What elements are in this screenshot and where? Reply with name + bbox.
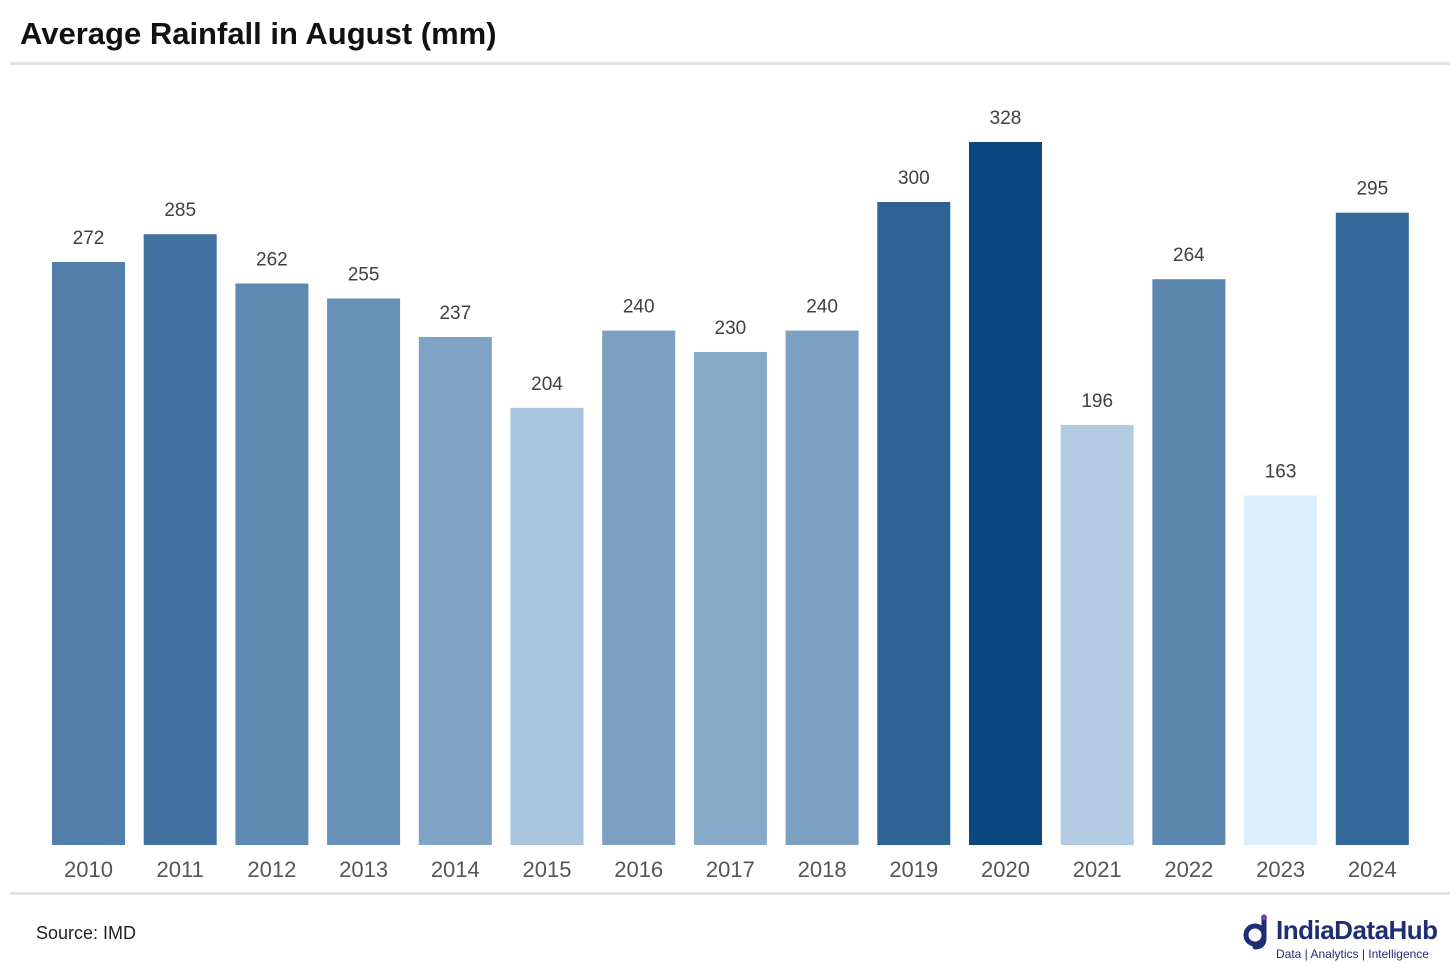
x-tick-label-2013: 2013 <box>339 857 388 882</box>
x-tick-label-2010: 2010 <box>64 857 113 882</box>
data-label-2014: 237 <box>439 303 471 324</box>
x-tick-label-2020: 2020 <box>981 857 1030 882</box>
data-label-2019: 300 <box>898 168 930 189</box>
x-tick-label-2024: 2024 <box>1348 857 1397 882</box>
bar-2020 <box>969 142 1042 845</box>
x-tick-label-2014: 2014 <box>431 857 480 882</box>
bar-2011 <box>143 234 217 845</box>
bar-2012 <box>235 283 309 845</box>
bar-2014 <box>418 337 492 845</box>
data-label-2012: 262 <box>256 250 288 271</box>
source-note: Source: IMD <box>36 923 137 943</box>
x-tick-label-2021: 2021 <box>1073 857 1122 882</box>
bar-2010 <box>52 262 125 845</box>
bar-2021 <box>1060 424 1134 845</box>
data-label-2018: 240 <box>806 297 838 318</box>
data-label-2011: 285 <box>164 200 196 221</box>
x-tick-label-2016: 2016 <box>614 857 663 882</box>
x-tick-label-2018: 2018 <box>798 857 847 882</box>
brand-logo: IndiaDataHub Data | Analytics | Intellig… <box>1242 912 1450 964</box>
data-label-2016: 240 <box>623 297 655 318</box>
logo-tagline: Data | Analytics | Intelligence <box>1276 947 1429 961</box>
top-divider <box>10 62 1450 65</box>
x-tick-label-2022: 2022 <box>1164 857 1213 882</box>
bar-2024 <box>1335 212 1409 845</box>
x-tick-label-2015: 2015 <box>523 857 572 882</box>
x-tick-label-2012: 2012 <box>247 857 296 882</box>
bar-2018 <box>785 330 859 846</box>
logo-mark-icon <box>1243 914 1267 950</box>
data-label-2024: 295 <box>1356 179 1388 200</box>
bar-2017 <box>693 352 767 845</box>
data-label-2022: 264 <box>1173 245 1205 266</box>
data-label-2017: 230 <box>715 318 747 339</box>
chart-title: Average Rainfall in August (mm) <box>20 16 497 51</box>
bar-2015 <box>510 407 584 845</box>
data-label-2013: 255 <box>348 265 380 286</box>
x-tick-label-2019: 2019 <box>889 857 938 882</box>
data-label-2020: 328 <box>990 108 1022 129</box>
bar-2016 <box>602 330 676 846</box>
bar-2013 <box>327 298 401 845</box>
bottom-divider <box>10 892 1450 895</box>
bar-2022 <box>1152 279 1226 845</box>
x-tick-label-2017: 2017 <box>706 857 755 882</box>
x-tick-label-2023: 2023 <box>1256 857 1305 882</box>
data-label-2010: 272 <box>73 228 105 249</box>
bar-2023 <box>1244 495 1318 845</box>
data-label-2021: 196 <box>1081 391 1113 412</box>
x-tick-label-2011: 2011 <box>157 857 204 882</box>
data-label-2015: 204 <box>531 374 563 395</box>
logo-name: IndiaDataHub <box>1276 915 1438 945</box>
bar-chart: 272 2010 285 2011 262 2012 255 2013 237 2014 204 20… <box>52 108 1409 882</box>
data-label-2023: 163 <box>1265 462 1297 483</box>
bar-2019 <box>877 202 951 845</box>
